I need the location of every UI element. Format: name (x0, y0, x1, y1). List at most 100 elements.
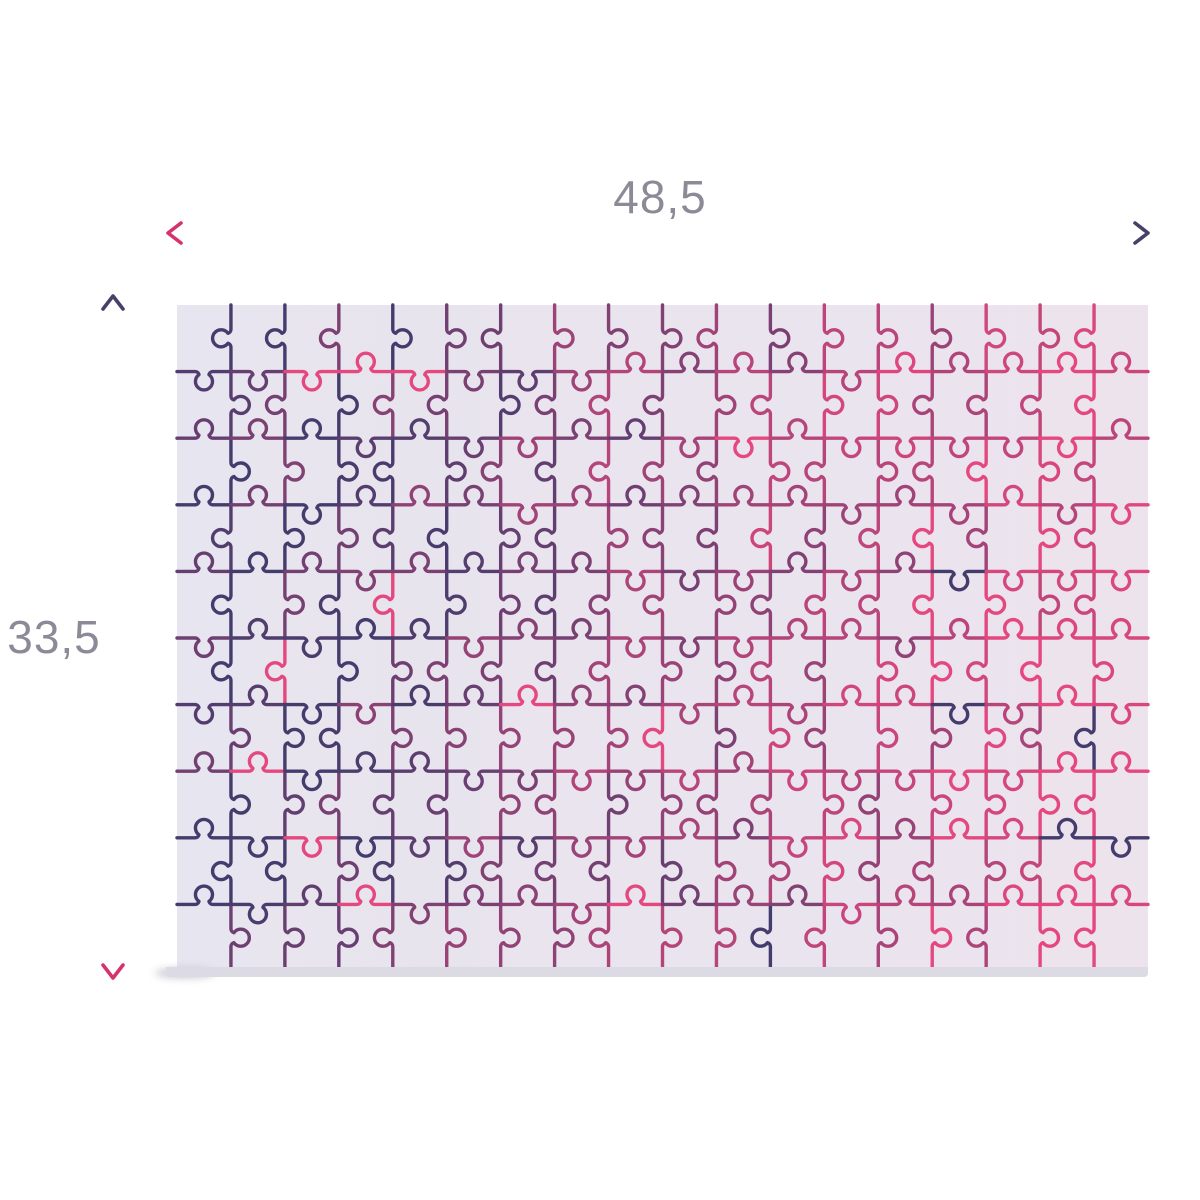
arrowhead-right-icon (1133, 221, 1150, 245)
puzzle-piece-edge (1073, 503, 1096, 574)
puzzle-piece-edge (391, 684, 449, 707)
puzzle-piece-edge (445, 551, 503, 574)
puzzle-piece-edge (822, 369, 845, 440)
puzzle-piece-edge (283, 702, 341, 725)
puzzle-piece-edge (588, 369, 611, 440)
puzzle-piece-edge (804, 636, 827, 707)
puzzle-piece-edge (588, 836, 611, 907)
puzzle-piece-edge (1073, 303, 1096, 374)
puzzle-piece-edge (229, 836, 287, 858)
height-dimension-label: 33,5 (7, 611, 101, 663)
puzzle-piece-edge (660, 702, 719, 725)
puzzle-piece-edge (768, 836, 827, 858)
puzzle-piece-edge (876, 636, 899, 707)
puzzle-piece-edge (480, 436, 503, 507)
puzzle-piece-edge (930, 436, 988, 459)
puzzle-piece-edge (445, 484, 503, 507)
puzzle-piece-edge (498, 617, 557, 640)
puzzle-piece-edge (534, 636, 557, 707)
puzzle-piece-edge (588, 636, 611, 707)
puzzle-piece-edge (768, 551, 827, 574)
puzzle-piece-edge (588, 569, 611, 640)
puzzle-piece-edge (229, 484, 287, 507)
puzzle-piece-edge (804, 702, 827, 773)
puzzle-piece-edge (1038, 569, 1061, 640)
puzzle-piece-edge (966, 369, 988, 440)
puzzle-piece-edge (750, 503, 773, 574)
puzzle-piece-edge (391, 303, 413, 374)
puzzle-piece-edge (660, 569, 719, 592)
puzzle-piece-edge (210, 569, 233, 640)
puzzle-piece-edge (445, 836, 503, 858)
puzzle-piece-edge (318, 303, 341, 374)
puzzle-piece-edge (498, 702, 521, 773)
puzzle-piece-edge (714, 684, 773, 707)
puzzle-piece-edge (714, 817, 773, 840)
puzzle-piece-edge (876, 351, 934, 374)
puzzle-piece-edge (229, 684, 287, 707)
puzzle-piece-edge (1073, 902, 1096, 973)
puzzle-piece-edge (768, 436, 791, 507)
puzzle-piece-edge (337, 884, 395, 907)
puzzle-piece-edge (876, 436, 899, 507)
puzzle-piece-edge (229, 418, 287, 440)
puzzle-piece-edge (552, 484, 611, 507)
puzzle-piece-edge (876, 684, 934, 707)
puzzle-piece-edge (337, 369, 359, 440)
puzzle-piece-edge (966, 436, 988, 507)
puzzle-piece-edge (822, 369, 880, 392)
puzzle-piece-edge (696, 303, 719, 374)
puzzle-piece-edge (372, 436, 395, 507)
puzzle-piece-edge (1038, 902, 1061, 973)
puzzle-piece-edge (1092, 569, 1150, 592)
puzzle-piece-edge (606, 303, 629, 374)
puzzle-piece-edge (912, 569, 934, 640)
puzzle-piece-edge (372, 503, 395, 574)
puzzle-piece-edge (768, 617, 827, 640)
puzzle-piece-edge (445, 884, 503, 907)
puzzle-piece-edge (175, 551, 233, 574)
puzzle-piece-edge (391, 484, 449, 507)
arrowhead-left-icon (166, 221, 183, 245)
puzzle-piece-edge (876, 884, 934, 907)
puzzle-piece-edge (606, 702, 629, 773)
puzzle-piece-edge (175, 418, 233, 440)
puzzle-piece-edge (534, 436, 557, 507)
puzzle-piece-edge (264, 636, 287, 707)
puzzle-piece-edge (876, 902, 899, 973)
puzzle-piece-edge (696, 436, 719, 507)
puzzle-piece-edge (714, 484, 773, 507)
puzzle-piece-edge (1038, 503, 1061, 574)
puzzle-piece-edge (822, 769, 845, 840)
puzzle-piece-edge (876, 484, 934, 507)
puzzle-piece-edge (210, 503, 233, 574)
puzzle-piece-edge (552, 617, 611, 640)
puzzle-piece-edge (337, 836, 395, 858)
puzzle-piece-edge (714, 436, 773, 459)
puzzle-piece-edge (445, 369, 503, 392)
puzzle-piece-edge (1073, 369, 1096, 440)
puzzle-piece-edge (822, 684, 880, 707)
puzzle-piece-edge (876, 769, 934, 792)
puzzle-piece-edge (606, 769, 629, 840)
puzzle-piece-edge (534, 503, 557, 574)
puzzle-piece-edge (337, 569, 395, 592)
puzzle-piece-edge (1092, 617, 1150, 640)
puzzle-piece-edge (804, 436, 827, 507)
puzzle-piece-edge (1038, 617, 1096, 640)
puzzle-piece-edge (1038, 503, 1096, 525)
puzzle-board-edge (166, 967, 1148, 977)
puzzle-piece-edge (283, 436, 305, 507)
puzzle-piece-edge (660, 884, 719, 907)
puzzle-piece-edge (966, 636, 988, 707)
puzzle-piece-edge (534, 569, 557, 640)
puzzle-piece-edge (660, 303, 683, 374)
puzzle-piece-edge (552, 769, 611, 792)
puzzle-piece-edge (768, 484, 827, 507)
puzzle-piece-edge (175, 884, 233, 907)
puzzle-piece-edge (391, 902, 449, 925)
puzzle-piece-edge (876, 436, 934, 459)
puzzle-piece-edge (876, 702, 899, 773)
puzzle-piece-edge (984, 836, 1007, 907)
puzzle-piece-edge (1020, 369, 1042, 440)
